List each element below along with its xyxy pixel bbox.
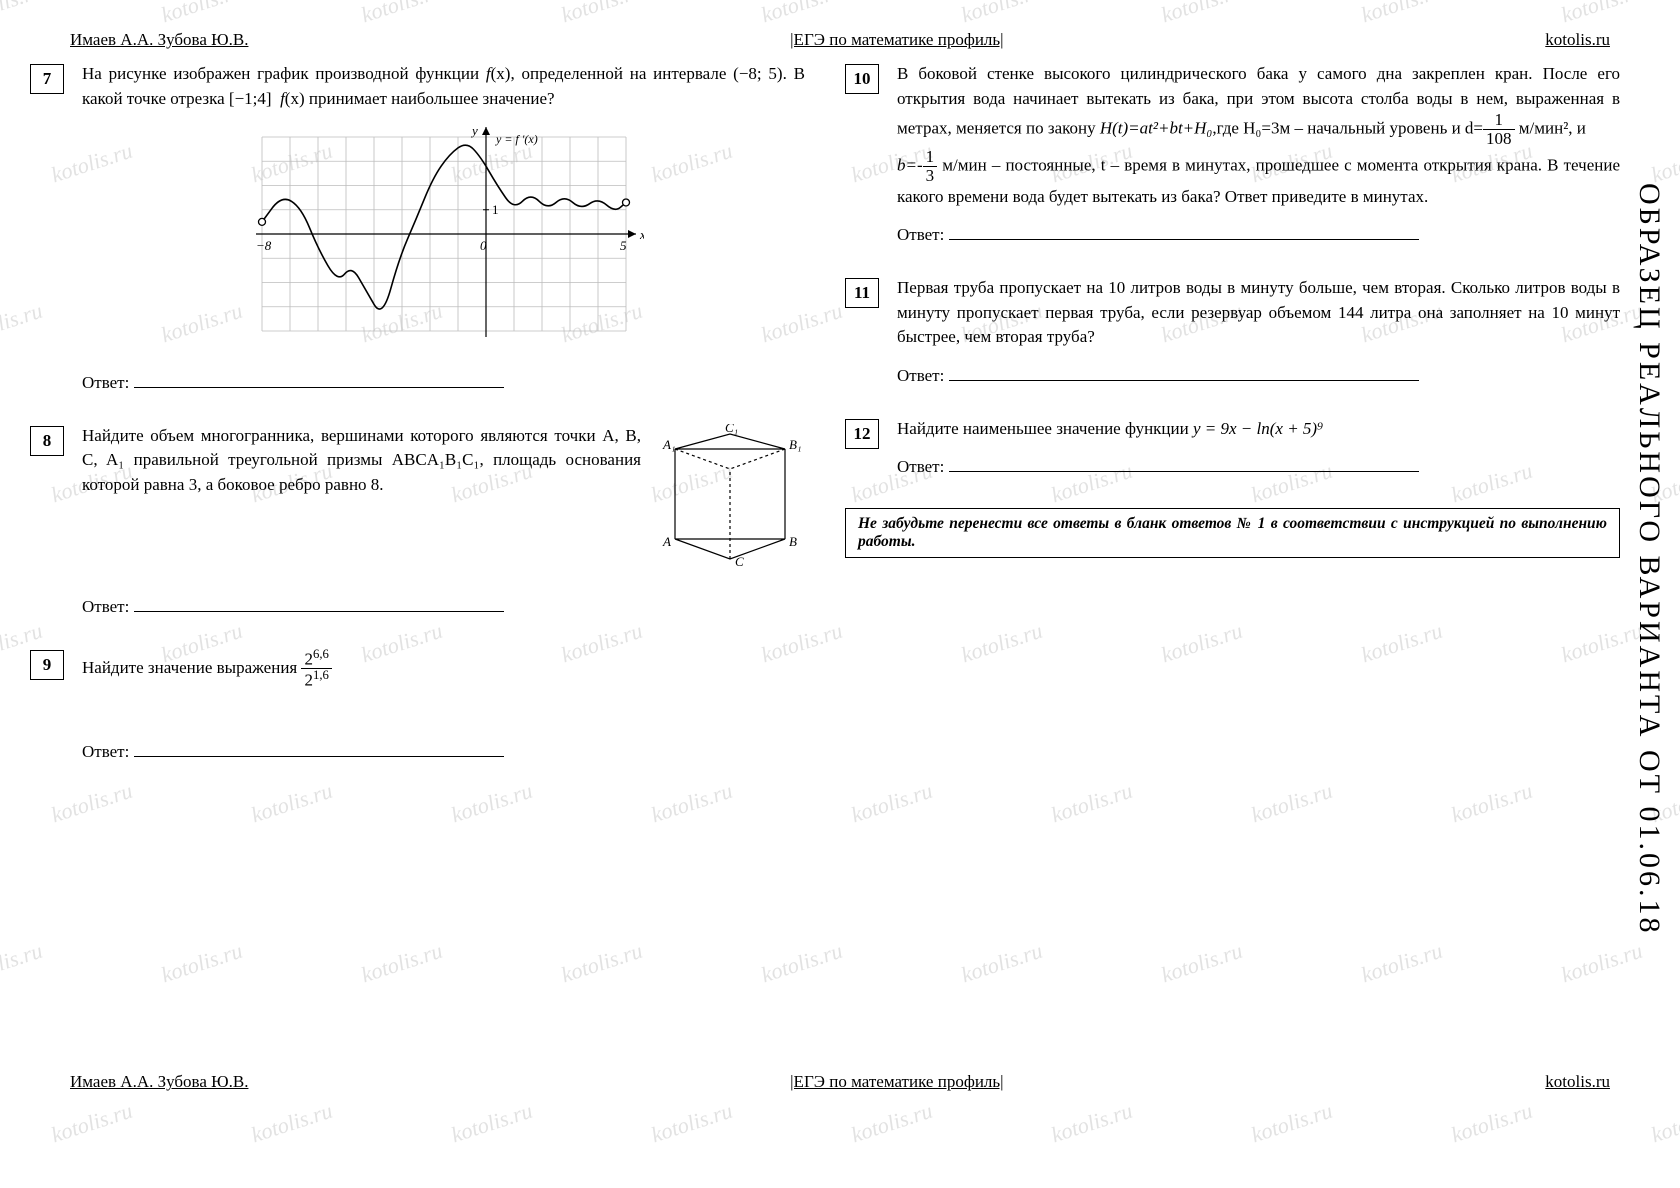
footer-authors: Имаев А.А. Зубова Ю.В. bbox=[70, 1072, 248, 1092]
columns: 7 На рисунке изображен график производно… bbox=[30, 62, 1620, 792]
page-content: Имаев А.А. Зубова Ю.В. |ЕГЭ по математик… bbox=[30, 30, 1620, 1104]
right-column: 10 В боковой стенке высокого цилиндричес… bbox=[845, 62, 1620, 792]
instruction-note: Не забудьте перенести все ответы в бланк… bbox=[845, 508, 1620, 558]
fraction: 26,6 21,6 bbox=[301, 648, 331, 690]
svg-text:B₁: B₁ bbox=[789, 437, 801, 452]
svg-text:y = f ′(x): y = f ′(x) bbox=[495, 132, 538, 146]
chart-svg: 0 5 −8 1 x y y = f ′(x) bbox=[244, 119, 644, 349]
page-footer: Имаев А.А. Зубова Ю.В. |ЕГЭ по математик… bbox=[30, 792, 1620, 1104]
problem-number: 7 bbox=[30, 64, 64, 94]
answer-line: Ответ: bbox=[82, 371, 805, 396]
problem-11: 11 Первая труба пропускает на 10 литров … bbox=[845, 276, 1620, 389]
svg-text:B: B bbox=[789, 534, 797, 549]
side-vertical-label: ОБРАЗЕЦ РЕАЛЬНОГО ВАРИАНТА ОТ 01.06.18 bbox=[1632, 50, 1666, 1068]
page-header: Имаев А.А. Зубова Ю.В. |ЕГЭ по математик… bbox=[30, 30, 1620, 62]
svg-text:A₁: A₁ bbox=[662, 437, 675, 452]
problem-body: На рисунке изображен график производной … bbox=[82, 62, 805, 396]
problem-12: 12 Найдите наименьшее значение функции y… bbox=[845, 417, 1620, 480]
svg-text:C₁: C₁ bbox=[725, 424, 738, 435]
problem-9: 9 Найдите значение выражения 26,6 21,6 О… bbox=[30, 648, 805, 765]
answer-rule bbox=[134, 740, 504, 757]
problem-number: 10 bbox=[845, 64, 879, 94]
prism-figure: A₁ B₁ C₁ A B C bbox=[655, 424, 805, 582]
problem-body: Найдите наименьшее значение функции y = … bbox=[897, 417, 1620, 480]
answer-line: Ответ: bbox=[897, 455, 1620, 480]
svg-text:−8: −8 bbox=[256, 238, 272, 253]
problem-number: 8 bbox=[30, 426, 64, 456]
svg-text:C: C bbox=[735, 554, 744, 569]
answer-rule bbox=[949, 364, 1419, 381]
left-column: 7 На рисунке изображен график производно… bbox=[30, 62, 805, 792]
svg-text:x: x bbox=[639, 227, 644, 242]
header-site: kotolis.ru bbox=[1545, 30, 1610, 50]
problem-text: Найдите объем многогранника, вершинами к… bbox=[82, 424, 641, 498]
svg-text:0: 0 bbox=[480, 238, 487, 253]
answer-rule bbox=[949, 455, 1419, 472]
footer-site: kotolis.ru bbox=[1545, 1072, 1610, 1092]
footer-title: |ЕГЭ по математике профиль| bbox=[790, 1072, 1003, 1092]
svg-text:A: A bbox=[662, 534, 671, 549]
header-title: |ЕГЭ по математике профиль| bbox=[790, 30, 1003, 50]
svg-text:1: 1 bbox=[492, 202, 499, 217]
problem-body: Найдите значение выражения 26,6 21,6 Отв… bbox=[82, 648, 805, 765]
problem-body: Первая труба пропускает на 10 литров вод… bbox=[897, 276, 1620, 389]
answer-rule bbox=[134, 595, 504, 612]
problem-number: 11 bbox=[845, 278, 879, 308]
problem-7: 7 На рисунке изображен график производно… bbox=[30, 62, 805, 396]
answer-line: Ответ: bbox=[897, 223, 1620, 248]
header-authors: Имаев А.А. Зубова Ю.В. bbox=[70, 30, 248, 50]
svg-text:y: y bbox=[470, 123, 478, 138]
answer-line: Ответ: bbox=[897, 364, 1620, 389]
problem-10: 10 В боковой стенке высокого цилиндричес… bbox=[845, 62, 1620, 248]
svg-text:5: 5 bbox=[620, 238, 627, 253]
problem-8: 8 Найдите объем многогранника, вершинами… bbox=[30, 424, 805, 620]
answer-line: Ответ: bbox=[82, 595, 805, 620]
problem-body: В боковой стенке высокого цилиндрическог… bbox=[897, 62, 1620, 248]
problem-body: Найдите объем многогранника, вершинами к… bbox=[82, 424, 805, 620]
answer-line: Ответ: bbox=[82, 740, 805, 765]
problem-number: 9 bbox=[30, 650, 64, 680]
problem-number: 12 bbox=[845, 419, 879, 449]
derivative-chart: 0 5 −8 1 x y y = f ′(x) bbox=[82, 119, 805, 357]
answer-rule bbox=[949, 223, 1419, 240]
answer-rule bbox=[134, 371, 504, 388]
